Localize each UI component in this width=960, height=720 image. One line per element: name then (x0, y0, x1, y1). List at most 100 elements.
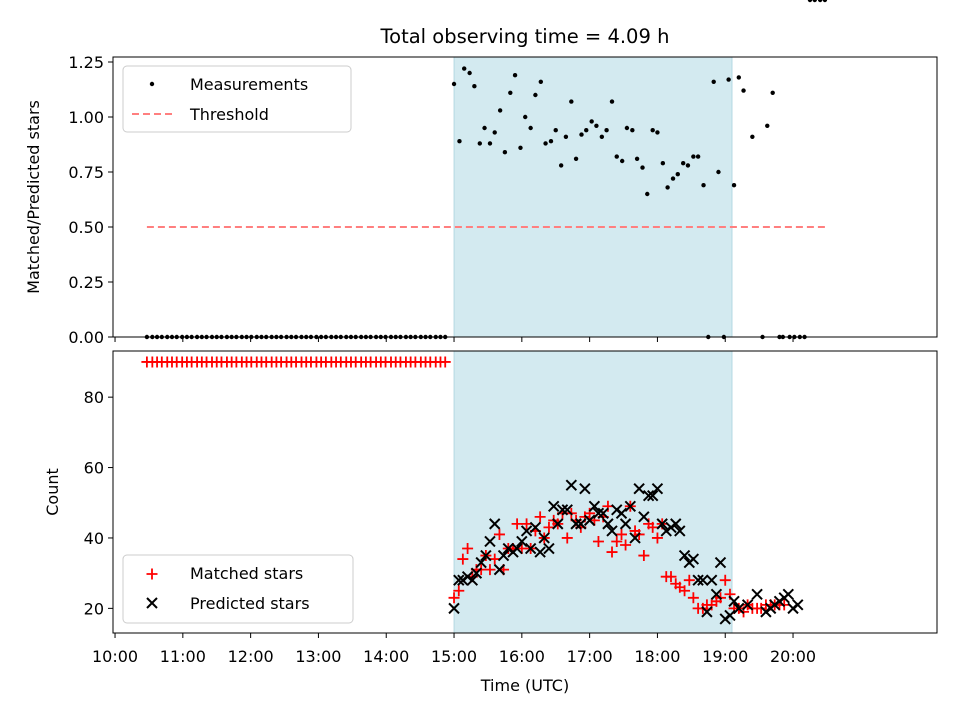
bottom-ylabel: Count (43, 468, 62, 516)
bottom-xtick-label: 18:00 (634, 647, 680, 666)
measurement-point (563, 134, 569, 139)
measurement-point (451, 81, 457, 87)
predicted-star-point (701, 606, 713, 618)
predicted-star-point (602, 518, 614, 530)
predicted-star-point (615, 507, 628, 520)
measurement-point (584, 128, 589, 133)
predicted-star-point (534, 546, 546, 558)
predicted-star-point (448, 602, 460, 615)
measurement-point (716, 169, 721, 175)
measurement-point (640, 165, 645, 170)
predicted-star-point (642, 490, 655, 502)
measurement-point (609, 99, 615, 104)
predicted-star-point (633, 482, 645, 495)
measurement-point (675, 172, 680, 177)
matched-star-point (611, 535, 623, 547)
predicted-star-point (638, 511, 650, 523)
predicted-star-point (470, 567, 483, 579)
predicted-star-point (619, 518, 632, 530)
measurement-point (457, 139, 462, 144)
measurement-point (736, 75, 741, 80)
predicted-star-point (656, 518, 668, 530)
predicted-star-point (570, 518, 582, 530)
measurement-point (472, 84, 477, 89)
measurement-point (477, 141, 482, 146)
measurement-point (573, 156, 579, 161)
legend-matched-marker (146, 568, 158, 580)
predicted-star-point (543, 542, 555, 555)
top-ytick-label: 1.25 (68, 53, 104, 72)
matched-star-point (592, 535, 604, 547)
measurement-point (650, 128, 655, 133)
matched-star-point (511, 518, 523, 530)
predicted-star-point (516, 535, 528, 548)
predicted-star-point (489, 518, 501, 530)
top-legend (122, 65, 352, 133)
measurement-point (518, 145, 523, 150)
measurement-point (614, 154, 619, 159)
chart-title: Total observing time = 4.09 h (380, 25, 670, 48)
predicted-star-point (556, 504, 569, 516)
bottom-xtick-label: 14:00 (363, 647, 409, 666)
measurement-point (512, 73, 518, 78)
measurement-point (528, 125, 533, 131)
measurement-point (492, 130, 497, 135)
bottom-xtick-label: 20:00 (770, 647, 816, 666)
measurement-point (508, 90, 513, 96)
matched-star-point (493, 528, 505, 540)
predicted-star-point (792, 599, 804, 611)
top-ylabel: Matched/Predicted stars (24, 100, 43, 294)
predicted-star-point (475, 556, 487, 569)
matched-star-point (439, 356, 451, 368)
matched-star-point (489, 553, 501, 565)
legend-predicted-marker (146, 597, 158, 609)
legend-measurements-label: Measurements (190, 75, 308, 94)
matched-star-point (651, 532, 663, 544)
predicted-star-point (592, 507, 605, 520)
measurement-point (594, 123, 599, 128)
matched-star-point (679, 585, 691, 597)
measurement-point (569, 99, 574, 104)
measurement-point (558, 163, 564, 168)
predicted-star-point (687, 553, 700, 565)
predicted-star-point (697, 574, 709, 586)
predicted-star-point (751, 588, 763, 600)
measurement-point (655, 130, 660, 135)
measurement-point (807, 0, 813, 3)
bottom-xtick-label: 16:00 (499, 647, 545, 666)
predicted-star-point (678, 549, 691, 562)
matched-star-point (616, 528, 627, 540)
predicted-star-point (782, 588, 794, 600)
measurement-point (726, 77, 731, 82)
matched-star-point (647, 521, 659, 533)
measurement-point (523, 114, 528, 120)
measurement-point (579, 132, 584, 137)
bottom-legend (122, 554, 354, 624)
matched-star-point (484, 564, 496, 576)
predicted-star-point (529, 521, 542, 534)
top-ytick-label: 0.00 (68, 328, 104, 347)
measurement-point (765, 123, 770, 128)
measurement-point (502, 150, 508, 155)
measurement-point (538, 79, 544, 85)
matched-star-point (620, 539, 632, 551)
top-observing-window (453, 56, 733, 338)
predicted-star-point (728, 595, 740, 608)
measurement-point (645, 191, 650, 197)
legend-matched-label: Matched stars (190, 564, 303, 583)
bottom-xtick-label: 12:00 (228, 647, 274, 666)
predicted-star-point (547, 500, 560, 512)
legend-threshold-label: Threshold (189, 105, 269, 124)
predicted-star-point (606, 525, 618, 537)
bottom-xtick-label: 19:00 (702, 647, 748, 666)
matched-star-point (453, 585, 465, 597)
bottom-xtick-label: 11:00 (160, 647, 206, 666)
bottom-ytick-label: 80 (84, 388, 104, 407)
predicted-star-point (466, 574, 479, 586)
measurement-point (553, 128, 558, 133)
measurement-point (711, 79, 716, 85)
measurement-point (817, 0, 823, 3)
predicted-star-point (670, 518, 682, 530)
measurement-point (770, 90, 775, 96)
bottom-xlabel: Time (UTC) (480, 676, 569, 695)
